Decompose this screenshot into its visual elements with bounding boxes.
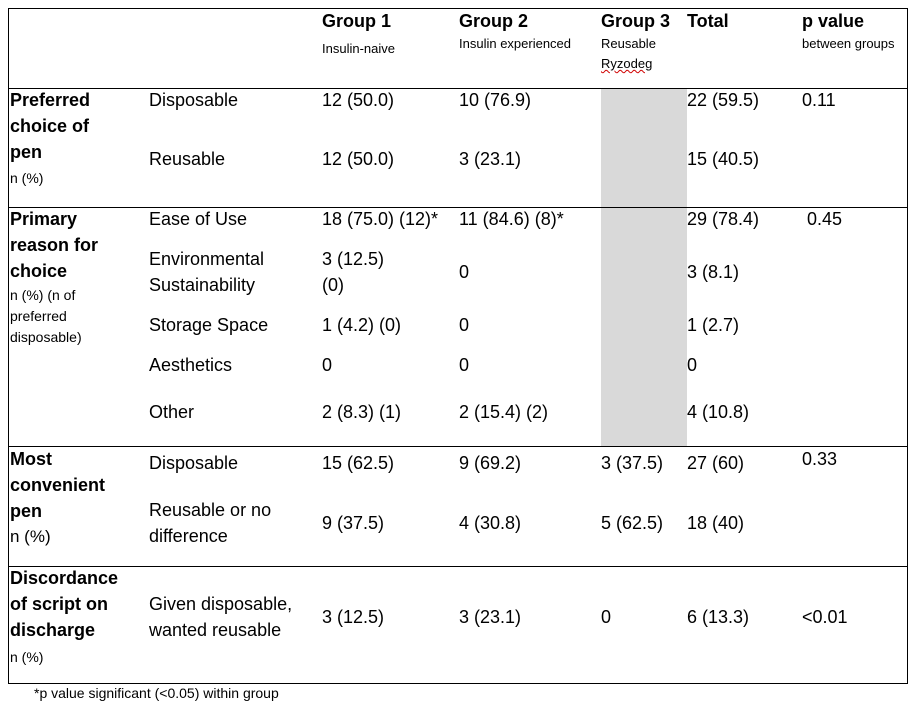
total-cell: 22 (59.5) — [687, 90, 760, 110]
group1-heading: Group 1 — [322, 11, 392, 31]
category-cell: Disposable — [149, 453, 239, 473]
category-cell: Reusable or no difference — [149, 500, 272, 546]
group3-shaded-column — [601, 88, 687, 446]
group3-subheading-2: Ryzodeg — [601, 56, 653, 71]
pvalue-cell: 0.45 — [807, 209, 843, 229]
pvalue-cell: 0.11 — [802, 90, 836, 110]
section-sublabel: n (%) (n of preferred disposable) — [10, 287, 82, 345]
group2-subheading: Insulin experienced — [459, 36, 572, 51]
total-cell: 3 (8.1) — [687, 262, 740, 282]
group2-cell: 3 (23.1) — [459, 149, 522, 169]
group3-cell: 5 (62.5) — [601, 513, 664, 533]
group1-cell: 12 (50.0) — [322, 149, 395, 169]
pvalue-subheading: between groups — [802, 36, 895, 51]
section-label: Discordance of script on discharge — [10, 568, 119, 640]
pvalue-cell: 0.33 — [802, 449, 838, 469]
group2-cell: 3 (23.1) — [459, 607, 522, 627]
total-heading: Total — [687, 11, 729, 31]
category-cell: Other — [149, 402, 195, 422]
group1-cell: 9 (37.5) — [322, 513, 385, 533]
group2-cell: 4 (30.8) — [459, 513, 522, 533]
row-divider — [9, 88, 907, 89]
total-cell: 0 — [687, 355, 698, 375]
group3-cell: 3 (37.5) — [601, 453, 664, 473]
section-label: Primary reason for choice — [10, 209, 99, 281]
section-label: Preferred choice of pen — [10, 90, 91, 162]
section-sublabel: n (%) — [10, 527, 51, 546]
group2-cell: 10 (76.9) — [459, 90, 532, 110]
section-label: Most convenient pen — [10, 449, 106, 521]
category-cell: Environmental Sustainability — [149, 249, 265, 295]
group1-cell: 0 — [322, 355, 333, 375]
pvalue-heading: p value — [802, 11, 865, 31]
group1-subheading: Insulin-naive — [322, 41, 395, 56]
category-cell: Storage Space — [149, 315, 269, 335]
total-cell: 18 (40) — [687, 513, 745, 533]
category-cell: Aesthetics — [149, 355, 233, 375]
category-cell: Disposable — [149, 90, 239, 110]
group2-cell: 2 (15.4) (2) — [459, 402, 549, 422]
group2-cell: 11 (84.6) (8)* — [459, 209, 564, 229]
total-cell: 6 (13.3) — [687, 607, 750, 627]
group1-cell: 12 (50.0) — [322, 90, 395, 110]
group2-cell: 9 (69.2) — [459, 453, 522, 473]
total-cell: 4 (10.8) — [687, 402, 750, 422]
group3-cell: 0 — [601, 607, 612, 627]
group1-cell: 15 (62.5) — [322, 453, 395, 473]
total-cell: 27 (60) — [687, 453, 745, 473]
row-divider — [9, 446, 907, 447]
row-divider — [9, 207, 907, 208]
group1-cell: 3 (12.5) — [322, 607, 385, 627]
footnote: *p value significant (<0.05) within grou… — [34, 685, 279, 701]
category-cell: Reusable — [149, 149, 226, 169]
group1-cell: 3 (12.5) (0) — [322, 249, 385, 295]
group2-cell: 0 — [459, 355, 470, 375]
results-table: Group 1 Insulin-naive Group 2 Insulin ex… — [8, 8, 908, 684]
group1-cell: 18 (75.0) (12)* — [322, 209, 439, 229]
group2-cell: 0 — [459, 315, 470, 335]
group1-cell: 2 (8.3) (1) — [322, 402, 402, 422]
total-cell: 15 (40.5) — [687, 149, 760, 169]
group1-cell: 1 (4.2) (0) — [322, 315, 402, 335]
section-sublabel: n (%) — [10, 170, 44, 186]
total-cell: 1 (2.7) — [687, 315, 740, 335]
pvalue-cell: <0.01 — [802, 607, 848, 627]
group3-subheading: Reusable — [601, 36, 656, 51]
group3-heading: Group 3 — [601, 11, 671, 31]
row-divider — [9, 566, 907, 567]
section-sublabel: n (%) — [10, 649, 44, 665]
category-cell: Ease of Use — [149, 209, 248, 229]
group2-cell: 0 — [459, 262, 470, 282]
category-cell: Given disposable, wanted reusable — [149, 594, 293, 640]
total-cell: 29 (78.4) — [687, 209, 760, 229]
group2-heading: Group 2 — [459, 11, 529, 31]
